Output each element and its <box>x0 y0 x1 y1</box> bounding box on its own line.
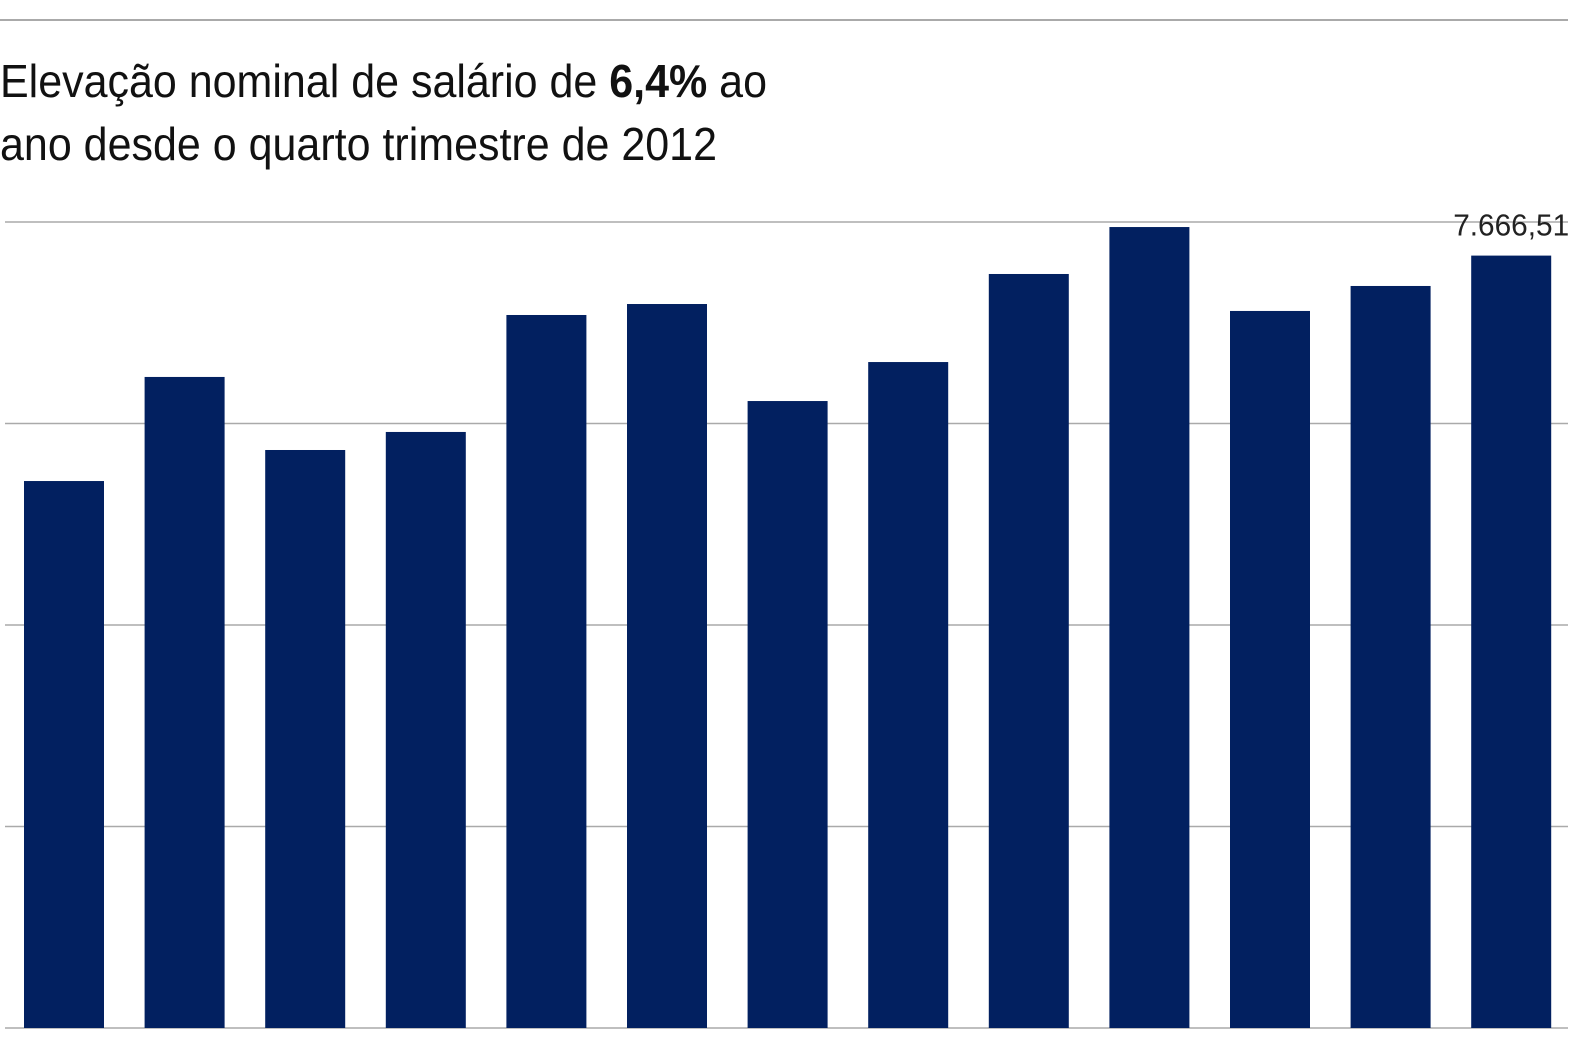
bar <box>385 431 466 1028</box>
title-segment: 6,4% <box>609 55 707 107</box>
title-segment: Elevação nominal de salário de <box>0 55 609 107</box>
bar <box>747 401 828 1029</box>
bar <box>988 273 1069 1028</box>
bar <box>1230 310 1310 1028</box>
bar <box>1471 255 1552 1028</box>
title-segment: ao <box>707 55 767 107</box>
bar <box>868 362 949 1029</box>
bar <box>1350 285 1431 1028</box>
plot-area: 7.666,51 <box>5 208 1569 1029</box>
bar <box>265 449 346 1028</box>
value-label: 7.666,51 <box>1453 208 1569 243</box>
title-segment: ano desde o quarto trimestre de 2012 <box>0 118 717 170</box>
bar <box>1109 227 1190 1029</box>
bar <box>144 376 225 1028</box>
chart-title: Elevação nominal de salário de 6,4% ao <box>0 55 767 107</box>
chart-title: ano desde o quarto trimestre de 2012 <box>0 118 717 170</box>
bar <box>506 314 587 1028</box>
bar <box>24 481 104 1028</box>
bar <box>627 304 707 1028</box>
